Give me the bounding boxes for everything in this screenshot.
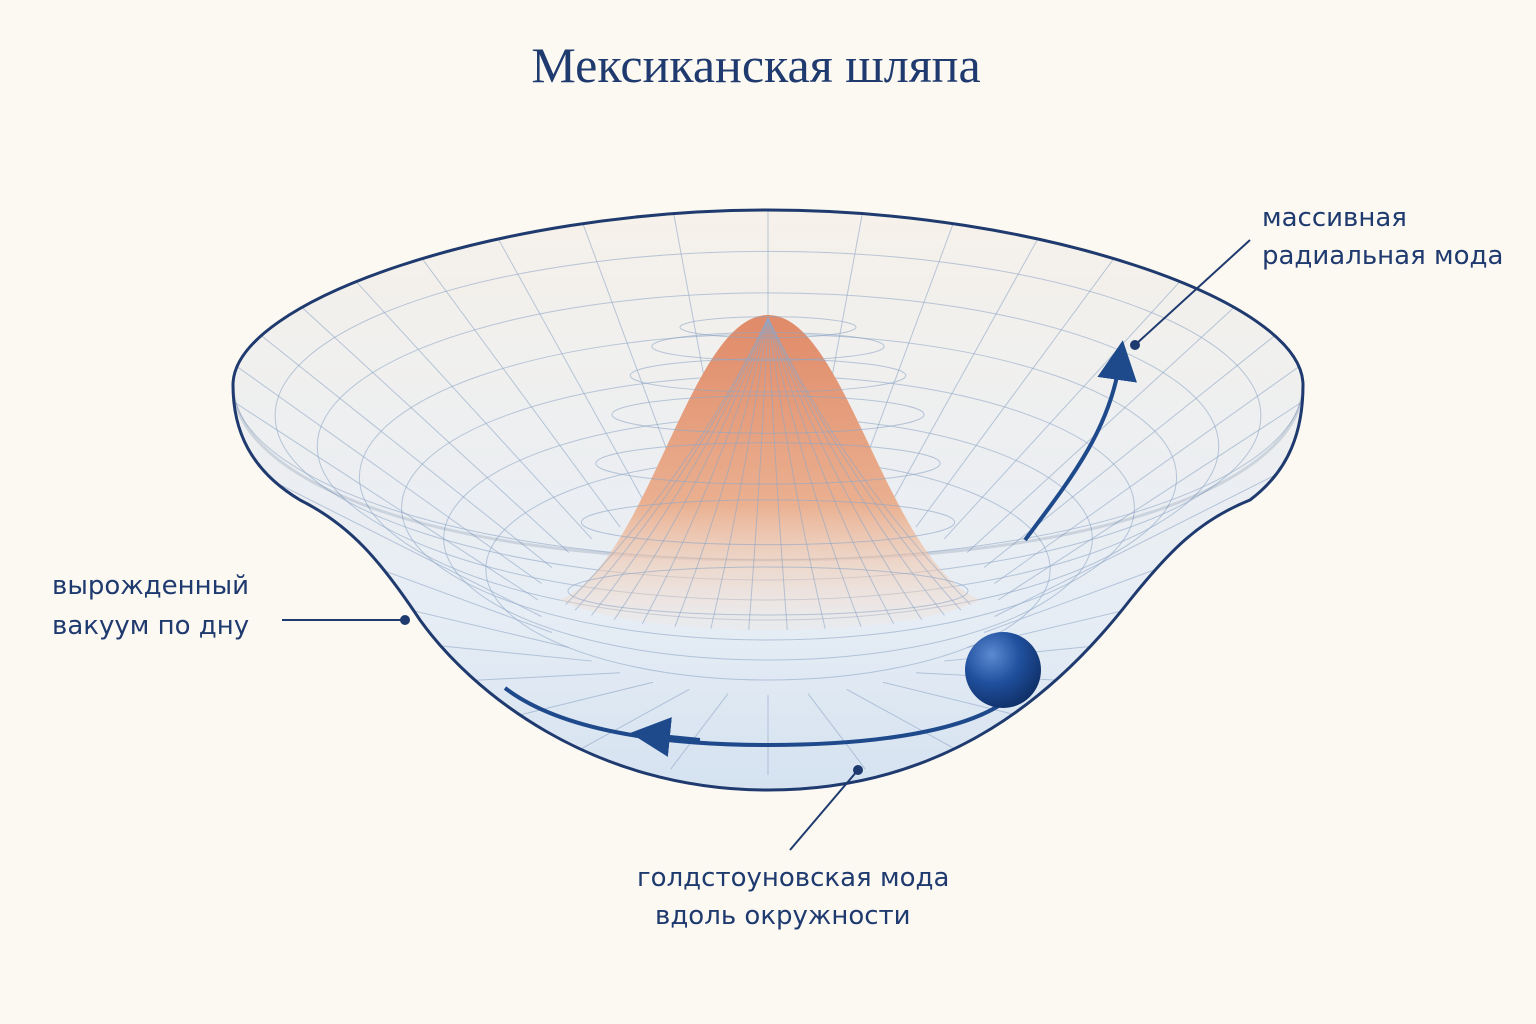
goldstone-arrow [630,717,701,757]
grid-line [966,289,1254,553]
annotation: вдоль окружности [655,901,911,931]
grid-line [595,442,941,485]
grid-line [767,317,862,627]
ball [965,632,1041,708]
grid-line [674,317,769,627]
grid-line [233,384,539,601]
grid-line [580,499,956,546]
annotation: радиальная мода [1262,241,1503,271]
grid-line [807,693,866,770]
annotation: массивная [1262,203,1407,233]
grid-line [233,351,542,584]
grid-line [670,693,729,770]
grid-line [767,317,826,629]
grid-line [994,452,1303,617]
grid-line [997,384,1303,601]
grid-line [915,239,1129,528]
grid-line [651,331,885,361]
grid-line [846,688,960,752]
grid-line [679,316,857,339]
grid-line [748,317,769,630]
grid-line [882,220,1049,518]
grid-line [629,358,907,393]
goldstone-path [503,686,1002,748]
grid-line [943,262,1198,540]
peak [560,315,980,630]
leaders [282,239,1251,851]
grid-line [241,319,553,568]
grid-line [767,317,788,630]
grid-line [338,262,593,540]
grid-line [611,395,925,434]
annotation: вакуум по дну [52,611,249,641]
grid-line [487,220,654,518]
grid-line [407,239,621,528]
grid-line [282,289,570,553]
title: Мексиканская шляпа [531,37,980,93]
grid-line [994,351,1303,584]
grid-line [567,566,969,616]
grid-line [710,317,769,629]
annotation: голдстоуновская мода [637,863,949,893]
radial-arrow [1023,340,1137,542]
annotation: вырожденный [52,571,249,601]
